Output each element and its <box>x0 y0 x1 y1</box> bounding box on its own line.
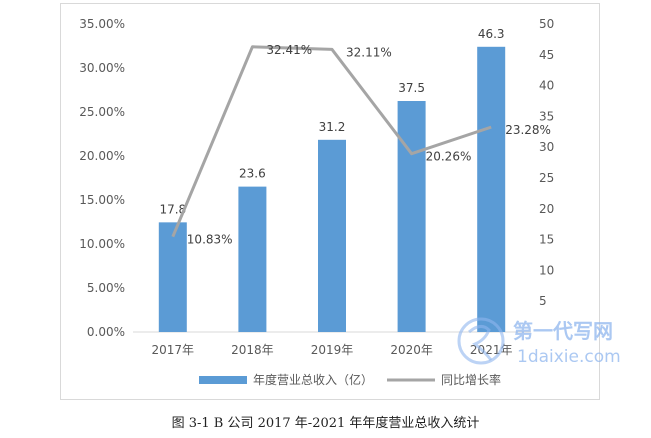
left-axis-tick: 35.00% <box>79 17 125 31</box>
right-axis-tick: 5 <box>539 294 547 308</box>
growth-rate-line <box>171 45 492 238</box>
right-axis-tick: 35 <box>539 109 554 123</box>
bar-data-label: 17.8 <box>159 202 186 216</box>
watermark-line2: 1daixie.com <box>517 347 621 367</box>
right-axis-tick: 45 <box>539 48 554 62</box>
combo-chart: 0.00% 5.00% 10.00% 15.00% 20.00% 25.00% 30.00%… <box>79 17 554 387</box>
bar-data-label: 37.5 <box>398 81 425 95</box>
legend-line-label: 同比增长率 <box>441 372 501 387</box>
left-axis-tick: 0.00% <box>87 325 125 339</box>
line-data-label: 10.83% <box>187 233 233 247</box>
right-axis-tick: 25 <box>539 171 554 185</box>
x-axis-tick: 2020年 <box>390 343 433 357</box>
right-axis-tick: 40 <box>539 79 554 93</box>
right-axis-tick: 30 <box>539 140 554 154</box>
line-data-label: 20.26% <box>426 150 472 164</box>
line-data-label: 23.28% <box>505 123 551 137</box>
line-data-label: 32.41% <box>266 43 312 57</box>
left-axis-tick: 15.00% <box>79 193 125 207</box>
bar-data-label: 31.2 <box>319 120 346 134</box>
x-axis-tick: 2019年 <box>311 343 354 357</box>
legend-bar-swatch <box>199 376 247 384</box>
bar-data-label: 46.3 <box>478 27 505 41</box>
bar <box>397 101 426 332</box>
bar <box>158 222 187 332</box>
bar <box>318 139 346 332</box>
right-axis-tick: 10 <box>539 263 554 277</box>
left-axis-tick: 20.00% <box>79 149 125 163</box>
bar <box>477 46 506 333</box>
figure-caption: 图 3-1 B 公司 2017 年-2021 年年度营业总收入统计 <box>171 416 480 431</box>
x-axis-tick: 2018年 <box>231 343 274 357</box>
left-axis-tick: 10.00% <box>79 237 125 251</box>
right-axis-tick: 15 <box>539 233 554 247</box>
right-axis-tick: 20 <box>539 202 554 216</box>
bar-data-label: 23.6 <box>239 167 266 181</box>
watermark-line1: 第一代写网 <box>513 319 613 343</box>
legend-bar-label: 年度营业总收入（亿） <box>253 372 373 387</box>
right-axis-tick: 50 <box>539 17 554 31</box>
chart-frame: 0.00% 5.00% 10.00% 15.00% 20.00% 25.00% 30.00%… <box>60 3 600 400</box>
watermark-logo: 第一代写网 1daixie.com <box>457 317 621 367</box>
line-data-label: 32.11% <box>346 45 392 59</box>
left-axis-tick: 25.00% <box>79 105 125 119</box>
left-axis-tick: 5.00% <box>87 281 125 295</box>
left-axis-tick: 30.00% <box>79 61 125 75</box>
bar <box>238 186 267 332</box>
x-axis-tick: 2017年 <box>152 343 195 357</box>
